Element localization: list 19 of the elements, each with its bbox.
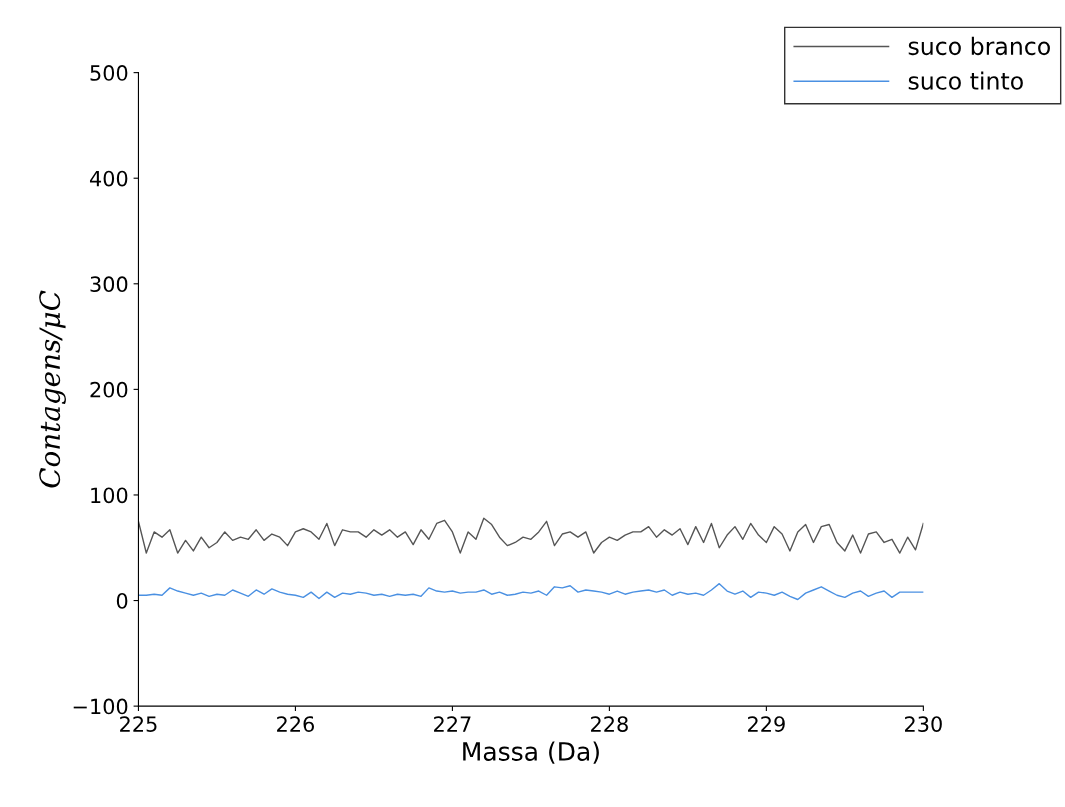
y-tick-label: 200 (90, 381, 128, 398)
legend-label: suco tinto (908, 71, 1023, 90)
x-tick-label: 228 (591, 716, 628, 732)
y-tick-label: 400 (89, 170, 128, 187)
line-series (138, 582, 924, 601)
y-tick-label: 100 (91, 487, 128, 504)
y-tick-label: 0 (116, 593, 128, 609)
x-tick-label: 229 (748, 716, 785, 732)
y-axis-title: Contagens/μC (39, 290, 66, 488)
legend-label: suco branco (908, 36, 1050, 56)
x-tick-label: 226 (277, 716, 314, 732)
x-tick-label: 230 (905, 716, 942, 732)
y-tick-label: −100 (73, 698, 128, 715)
y-tick-label: 500 (90, 65, 128, 81)
line-series (138, 517, 924, 554)
x-tick-label: 227 (434, 716, 471, 732)
y-tick-label: 300 (90, 276, 128, 293)
x-axis-title: Massa (Da) (463, 741, 599, 764)
x-tick-label: 225 (120, 716, 157, 732)
